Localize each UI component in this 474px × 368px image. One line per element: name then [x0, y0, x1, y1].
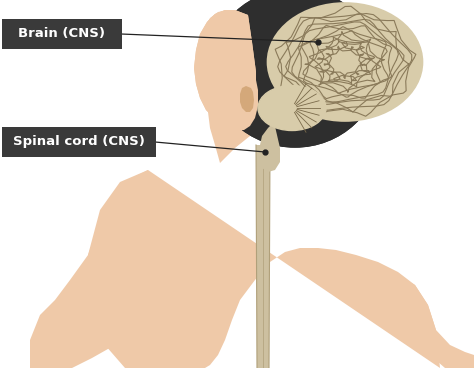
Ellipse shape: [215, 0, 355, 131]
FancyBboxPatch shape: [2, 19, 122, 49]
Polygon shape: [398, 280, 474, 368]
Polygon shape: [240, 86, 254, 112]
Polygon shape: [260, 122, 280, 172]
Polygon shape: [88, 170, 440, 368]
Polygon shape: [256, 145, 270, 368]
Ellipse shape: [211, 0, 379, 147]
Ellipse shape: [267, 3, 422, 121]
Polygon shape: [30, 170, 165, 368]
Text: Spinal cord (CNS): Spinal cord (CNS): [13, 135, 145, 149]
FancyBboxPatch shape: [2, 127, 156, 157]
Polygon shape: [207, 68, 268, 163]
Polygon shape: [194, 10, 256, 130]
Ellipse shape: [211, 0, 379, 147]
Polygon shape: [198, 10, 258, 130]
Text: Brain (CNS): Brain (CNS): [18, 28, 106, 40]
Polygon shape: [194, 10, 256, 130]
Ellipse shape: [258, 85, 326, 131]
